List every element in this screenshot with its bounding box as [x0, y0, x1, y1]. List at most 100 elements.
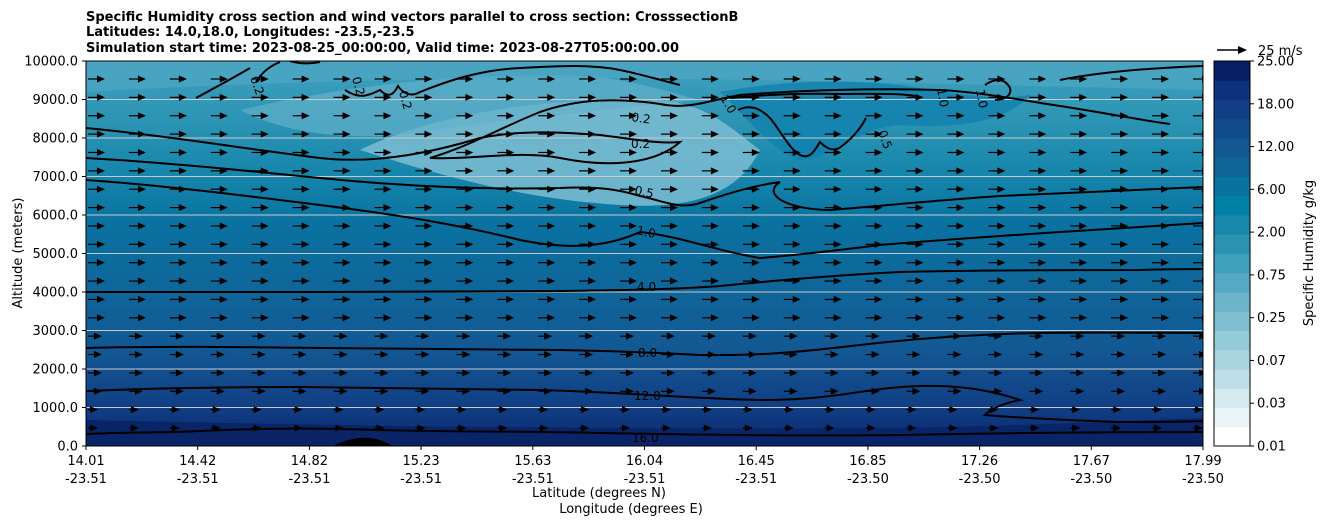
- wind-vector: [333, 369, 348, 377]
- wind-vector: [906, 351, 921, 359]
- wind-vector: [988, 112, 1006, 120]
- wind-vector: [374, 204, 392, 212]
- wind-vector: [128, 112, 146, 120]
- x-tick-label-lon: -23.51: [177, 472, 219, 487]
- wind-vector: [497, 424, 508, 432]
- wind-vector: [620, 240, 638, 248]
- wind-vector: [333, 167, 351, 175]
- wind-vector: [497, 369, 512, 377]
- wind-vector: [660, 130, 678, 138]
- wind-vector: [497, 295, 515, 303]
- wind-vector: [456, 314, 474, 322]
- wind-vector: [620, 277, 638, 285]
- wind-vector: [497, 148, 515, 156]
- contour-line-16: [86, 427, 1203, 437]
- wind-vector: [538, 332, 553, 340]
- wind-vector: [579, 148, 597, 156]
- wind-vector: [415, 148, 433, 156]
- wind-vector: [292, 222, 310, 230]
- x-tick-label-lon: -23.51: [735, 472, 777, 487]
- wind-vector: [1193, 424, 1203, 432]
- wind-vector: [1152, 259, 1170, 267]
- wind-vector: [1070, 240, 1088, 248]
- wind-vector: [292, 240, 310, 248]
- contour-label-0-2-a: 0.2: [631, 137, 650, 151]
- colorbar-segment: [1214, 292, 1250, 312]
- wind-vector: [415, 277, 433, 285]
- wind-vector: [620, 204, 638, 212]
- wind-vector: [660, 295, 678, 303]
- wind-vector: [660, 259, 678, 267]
- wind-vector: [333, 424, 344, 432]
- wind-vector: [169, 167, 187, 175]
- wind-vector: [251, 240, 269, 248]
- wind-vector: [251, 148, 269, 156]
- wind-vector: [1029, 185, 1047, 193]
- wind-vector: [333, 240, 351, 248]
- wind-vector: [169, 112, 187, 120]
- wind-vector: [1029, 130, 1047, 138]
- wind-vector: [988, 75, 1006, 83]
- wind-vector: [169, 295, 187, 303]
- wind-vector: [251, 222, 269, 230]
- y-tick-label: 1000.0: [33, 401, 79, 416]
- wind-vector: [742, 387, 757, 395]
- wind-vector: [783, 148, 801, 156]
- wind-vector: [1152, 93, 1170, 101]
- quiver-key-arrowhead: [1238, 46, 1247, 54]
- wind-vector: [742, 424, 753, 432]
- wind-vector: [660, 387, 675, 395]
- wind-vector: [988, 314, 1006, 322]
- wind-vector: [333, 222, 351, 230]
- colorbar-segment: [1214, 80, 1250, 100]
- wind-vector: [1193, 351, 1203, 359]
- wind-vector: [947, 167, 965, 175]
- colorbar-segment: [1214, 272, 1250, 293]
- wind-vector: [1152, 387, 1167, 395]
- wind-vector: [538, 75, 556, 83]
- wind-vector: [579, 259, 597, 267]
- contour-label-0-2-d: 0.2: [349, 75, 367, 97]
- wind-vector: [88, 277, 105, 285]
- wind-vector: [1029, 314, 1047, 322]
- wind-vector: [374, 222, 392, 230]
- wind-vector: [865, 259, 883, 267]
- wind-vector: [1070, 351, 1085, 359]
- wind-vector: [783, 295, 801, 303]
- wind-vector: [538, 259, 556, 267]
- wind-vector: [1070, 148, 1088, 156]
- colorbar-segment: [1214, 176, 1250, 197]
- wind-vector: [292, 332, 307, 340]
- wind-vector: [169, 222, 187, 230]
- wind-vector: [251, 314, 269, 322]
- wind-vector: [988, 167, 1006, 175]
- wind-vector: [1152, 332, 1167, 340]
- wind-vector: [128, 240, 146, 248]
- x-tick-label-lat: 16.45: [738, 454, 775, 469]
- wind-vector: [415, 75, 433, 83]
- wind-vector: [988, 424, 999, 432]
- y-tick-label: 8000.0: [33, 132, 79, 147]
- wind-vector: [251, 277, 269, 285]
- wind-vector: [620, 351, 635, 359]
- wind-vector: [456, 406, 467, 414]
- x-tick-label-lat: 14.82: [291, 454, 328, 469]
- wind-vector: [906, 240, 924, 248]
- wind-vector: [1070, 93, 1088, 101]
- wind-vector: [1029, 387, 1044, 395]
- x-axis-label-longitude: Longitude (degrees E): [559, 502, 703, 517]
- wind-vector: [660, 277, 678, 285]
- wind-vector: [374, 314, 392, 322]
- wind-vector: [579, 185, 597, 193]
- wind-vector: [1029, 204, 1047, 212]
- wind-vector: [701, 93, 719, 101]
- wind-vector: [906, 75, 924, 83]
- wind-vector: [660, 204, 678, 212]
- wind-vector: [783, 387, 798, 395]
- x-tick-label-lon: -23.50: [1070, 472, 1112, 487]
- wind-vector: [824, 351, 839, 359]
- wind-vector: [906, 148, 924, 156]
- contour-line-1: [86, 179, 1203, 260]
- wind-vector: [701, 112, 719, 120]
- wind-vector: [742, 75, 760, 83]
